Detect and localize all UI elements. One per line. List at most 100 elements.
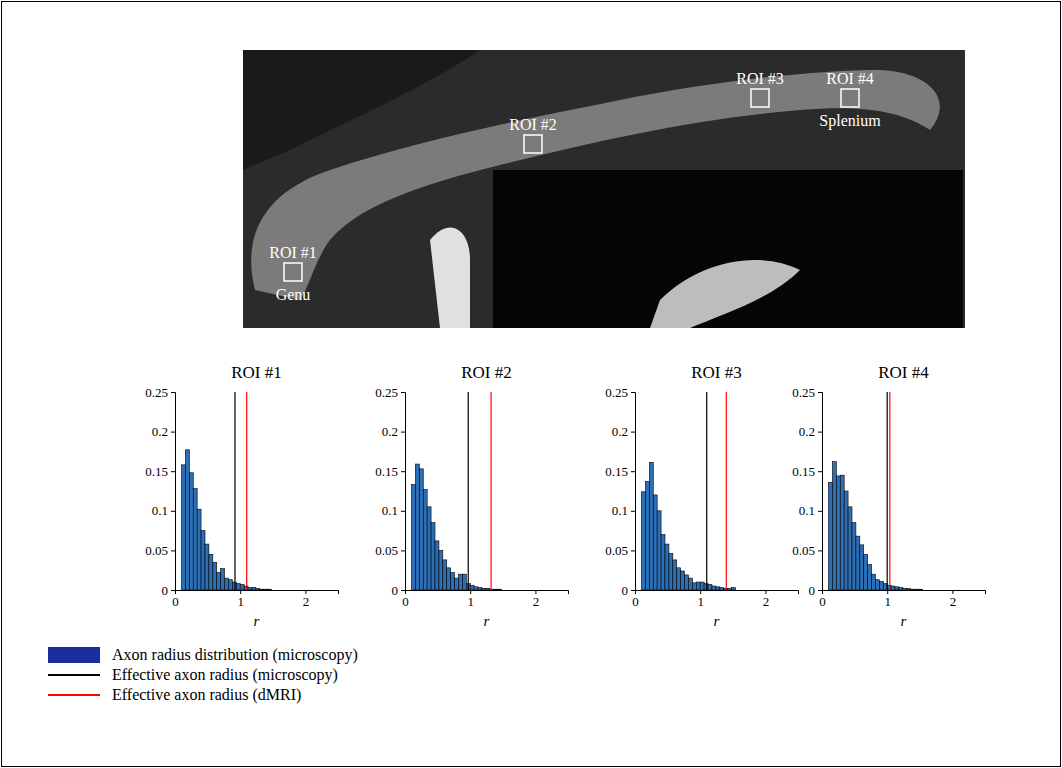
- y-tick-label: 0.1: [799, 503, 815, 518]
- plot-area: [182, 392, 272, 590]
- y-tick: 0.15: [145, 464, 175, 479]
- histogram-bar: [455, 578, 459, 590]
- x-tick-label: 2: [763, 594, 770, 609]
- effective-radius-line: [234, 392, 235, 590]
- y-axis-line: [818, 393, 823, 591]
- y-tick-label: 0.2: [382, 424, 398, 439]
- y-tick-mark: [818, 471, 822, 472]
- effective-radius-line: [887, 392, 888, 590]
- y-tick-mark: [631, 550, 635, 551]
- y-axis-line: [631, 393, 636, 591]
- y-tick: 0.1: [612, 503, 635, 518]
- y-tick: 0.1: [799, 503, 822, 518]
- histogram-bar: [677, 568, 681, 590]
- x-tick: 1: [237, 590, 244, 609]
- y-axis: 00.050.10.150.20.25: [375, 385, 405, 598]
- x-axis-title: r: [484, 613, 490, 629]
- histogram-bar: [692, 583, 696, 590]
- histogram-bar: [879, 581, 883, 590]
- region-label: Genu: [276, 286, 311, 303]
- histogram-bar: [728, 588, 732, 590]
- y-tick-label: 0.25: [375, 385, 398, 400]
- x-axis-line: [176, 591, 339, 595]
- x-axis: 012: [172, 590, 338, 609]
- histogram-bar: [236, 584, 240, 590]
- histogram-bar: [642, 492, 646, 590]
- y-tick: 0.25: [375, 385, 405, 400]
- y-tick-mark: [818, 392, 822, 393]
- y-tick-mark: [631, 590, 635, 591]
- histogram-bar: [915, 589, 919, 590]
- effective-radius-line: [706, 392, 707, 590]
- y-tick-mark: [818, 511, 822, 512]
- x-axis-title: r: [254, 613, 260, 629]
- histogram-bar: [856, 536, 860, 590]
- y-tick-mark: [401, 550, 405, 551]
- histogram-bar: [911, 589, 915, 590]
- x-tick-label: 2: [533, 594, 540, 609]
- y-tick: 0.2: [612, 424, 635, 439]
- histogram-bar: [209, 554, 213, 590]
- histogram-bar: [731, 588, 735, 590]
- histogram-bar: [494, 589, 498, 590]
- y-tick-label: 0.1: [612, 503, 628, 518]
- x-tick: 0: [402, 590, 409, 609]
- y-tick-label: 0.15: [605, 464, 628, 479]
- y-tick: 0.05: [605, 543, 635, 558]
- histogram-panel: 01200.050.10.150.20.25ROI #4r: [792, 363, 985, 629]
- histogram-bar: [899, 588, 903, 590]
- y-axis-line: [401, 393, 406, 591]
- y-tick-mark: [171, 511, 175, 512]
- y-tick-label: 0.25: [792, 385, 815, 400]
- plot-area: [829, 392, 923, 590]
- y-tick-mark: [401, 432, 405, 433]
- histogram-bar: [490, 589, 494, 590]
- x-tick-label: 0: [172, 594, 179, 609]
- y-tick-label: 0.2: [152, 424, 168, 439]
- x-tick-label: 2: [950, 594, 957, 609]
- y-tick-mark: [171, 432, 175, 433]
- histogram-bar: [240, 584, 244, 590]
- x-axis: 012: [632, 590, 798, 609]
- histogram-bar: [228, 580, 232, 590]
- x-axis-line: [406, 591, 569, 595]
- figure-frame: [2, 2, 1061, 767]
- bright-structure: [430, 227, 470, 328]
- roi-label: ROI #4: [826, 70, 874, 87]
- histogram-bar: [482, 588, 486, 590]
- histogram-bar: [720, 588, 724, 590]
- histogram-bar: [872, 574, 876, 590]
- histogram-panel: 01200.050.10.150.20.25ROI #3r: [605, 363, 798, 629]
- x-tick: 2: [763, 590, 770, 609]
- x-tick: 1: [697, 590, 704, 609]
- x-tick: 1: [467, 590, 474, 609]
- legend-swatch: [48, 694, 100, 696]
- histogram-bar: [712, 586, 716, 590]
- histogram-bar: [478, 588, 482, 590]
- dark-region: [243, 50, 480, 170]
- y-tick-mark: [631, 471, 635, 472]
- histogram-bar: [501, 590, 505, 591]
- histogram-bar: [840, 475, 844, 590]
- histogram-panel: 01200.050.10.150.20.25ROI #1r: [145, 363, 338, 629]
- histogram-bar: [185, 450, 189, 590]
- y-tick-label: 0.05: [792, 543, 815, 558]
- x-tick-label: 1: [697, 594, 704, 609]
- histogram-bar: [415, 464, 419, 590]
- y-tick-mark: [171, 590, 175, 591]
- histogram-bar: [419, 469, 423, 590]
- figure: ROI #1GenuROI #2ROI #3ROI #4Splenium 0 1 2 0…: [0, 0, 1062, 768]
- histogram-bar: [649, 462, 653, 590]
- histogram-bar: [673, 560, 677, 590]
- y-tick-label: 0.2: [799, 424, 815, 439]
- image-dark-ventricle: [493, 170, 963, 328]
- histogram-bar: [260, 589, 264, 590]
- microscopy-image: ROI #1GenuROI #2ROI #3ROI #4Splenium: [243, 50, 965, 330]
- x-tick: 2: [950, 590, 957, 609]
- y-tick: 0: [392, 583, 406, 598]
- y-tick-mark: [171, 550, 175, 551]
- y-tick: 0.2: [382, 424, 405, 439]
- y-tick: 0.1: [382, 503, 405, 518]
- histogram-bar: [427, 507, 431, 590]
- bright-structure: [650, 260, 800, 328]
